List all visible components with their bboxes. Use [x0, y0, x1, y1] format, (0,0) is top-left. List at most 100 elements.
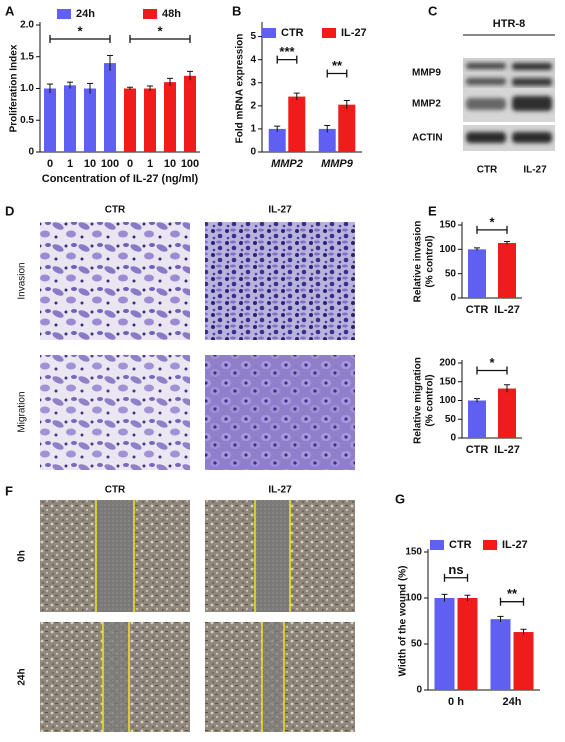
legend-label: IL-27 [341, 27, 367, 39]
y-tick-label: 150 [405, 547, 422, 558]
y-axis-label: (% control) [425, 374, 436, 426]
panel-label: E [428, 203, 437, 218]
bar [124, 88, 136, 152]
blot-band [466, 98, 506, 110]
bar [144, 88, 156, 152]
bar [64, 85, 76, 152]
micrograph [40, 355, 190, 470]
micrograph [40, 222, 190, 340]
blot-row-label: MMP9 [412, 68, 441, 79]
bar [318, 128, 336, 152]
blot-band [466, 78, 506, 85]
significance-label: *** [279, 44, 295, 59]
y-tick-label: 100 [439, 244, 456, 255]
significance-label: * [157, 23, 163, 38]
significance-label: ** [507, 586, 518, 601]
x-tick-label: 10 [164, 158, 176, 170]
blot-row-label: ACTIN [412, 133, 443, 144]
blot-row-label: MMP2 [412, 99, 441, 110]
significance-label: * [77, 23, 83, 38]
bar [184, 75, 196, 152]
x-tick-label: 10 [84, 158, 96, 170]
significance-label: * [489, 214, 495, 229]
legend-swatch [262, 28, 276, 38]
blot-column-label: IL-27 [523, 165, 547, 176]
y-axis-label: Proliferation Index [9, 44, 20, 132]
x-tick-label: 0 [47, 158, 53, 170]
bar [288, 96, 306, 152]
y-tick-label: 0.5 [20, 115, 34, 126]
x-tick-label: IL-27 [494, 444, 520, 456]
blot-band [512, 96, 552, 111]
y-tick-label: 0 [28, 147, 34, 158]
micrograph [205, 222, 355, 340]
x-tick-label: 0 h [448, 696, 464, 708]
micrograph-column-label: IL-27 [268, 205, 292, 216]
panel-label: C [428, 3, 438, 18]
x-tick-label: 100 [181, 158, 199, 170]
y-tick-label: 0 [250, 147, 256, 158]
blot-column-label: CTR [477, 165, 498, 176]
bar [84, 88, 96, 152]
significance-label: * [489, 355, 495, 370]
bar [468, 400, 486, 438]
x-tick-label: MMP2 [271, 158, 303, 170]
x-tick-label: 0 [127, 158, 133, 170]
western-blot [463, 58, 555, 151]
bar [490, 619, 511, 690]
x-tick-label: 1 [67, 158, 73, 170]
wound-row-label: 24h [17, 668, 28, 685]
micrograph [205, 355, 355, 470]
y-tick-label: 100 [405, 593, 422, 604]
micrograph-column-label: CTR [105, 205, 126, 216]
wound-gap [96, 500, 134, 612]
bar [457, 598, 478, 690]
bar [468, 249, 486, 298]
y-tick-label: 1 [250, 124, 256, 135]
wound-gap [262, 622, 284, 732]
bar [164, 82, 176, 152]
blot-band [512, 132, 552, 143]
micrograph-row-label: Invasion [17, 262, 28, 299]
y-tick-label: 4 [250, 54, 256, 65]
bar [498, 243, 516, 298]
x-tick-label: CTR [466, 304, 489, 316]
blot-band [466, 63, 506, 69]
y-axis-label: Fold mRNA expression [235, 34, 246, 144]
significance-label: ns [448, 562, 463, 577]
y-tick-label: 50 [445, 414, 457, 425]
y-tick-label: 1.0 [20, 83, 34, 94]
bar [104, 63, 116, 152]
y-tick-label: 50 [411, 639, 423, 650]
legend-swatch [57, 9, 71, 19]
y-axis-label: Relative invasion [413, 221, 424, 303]
legend-label: 48h [162, 8, 181, 20]
x-tick-label: MMP9 [321, 158, 354, 170]
cell-line-label: HTR-8 [493, 18, 525, 30]
y-tick-label: 3 [250, 77, 256, 88]
significance-label: ** [332, 58, 343, 73]
bar [513, 632, 534, 690]
y-tick-label: 0 [450, 433, 456, 444]
y-tick-label: 50 [445, 268, 457, 279]
y-axis-label: Width of the wound (%) [398, 566, 409, 677]
blot-band [466, 132, 506, 143]
x-axis-label: Concentration of IL-27 (ng/ml) [42, 173, 199, 185]
y-tick-label: 200 [439, 358, 456, 369]
y-axis-label: Relative migration [413, 357, 424, 444]
legend-label: 24h [76, 8, 95, 20]
wound-column-label: CTR [105, 485, 126, 496]
bar [498, 388, 516, 438]
legend-label: CTR [281, 27, 304, 39]
panel-label: A [5, 3, 15, 18]
y-tick-label: 150 [439, 220, 456, 231]
bar [338, 104, 356, 152]
legend-label: IL-27 [502, 539, 528, 551]
wound-gap [103, 622, 129, 732]
blot-band [512, 63, 552, 70]
x-tick-label: IL-27 [494, 304, 520, 316]
bar [268, 128, 286, 152]
x-tick-label: CTR [466, 444, 489, 456]
